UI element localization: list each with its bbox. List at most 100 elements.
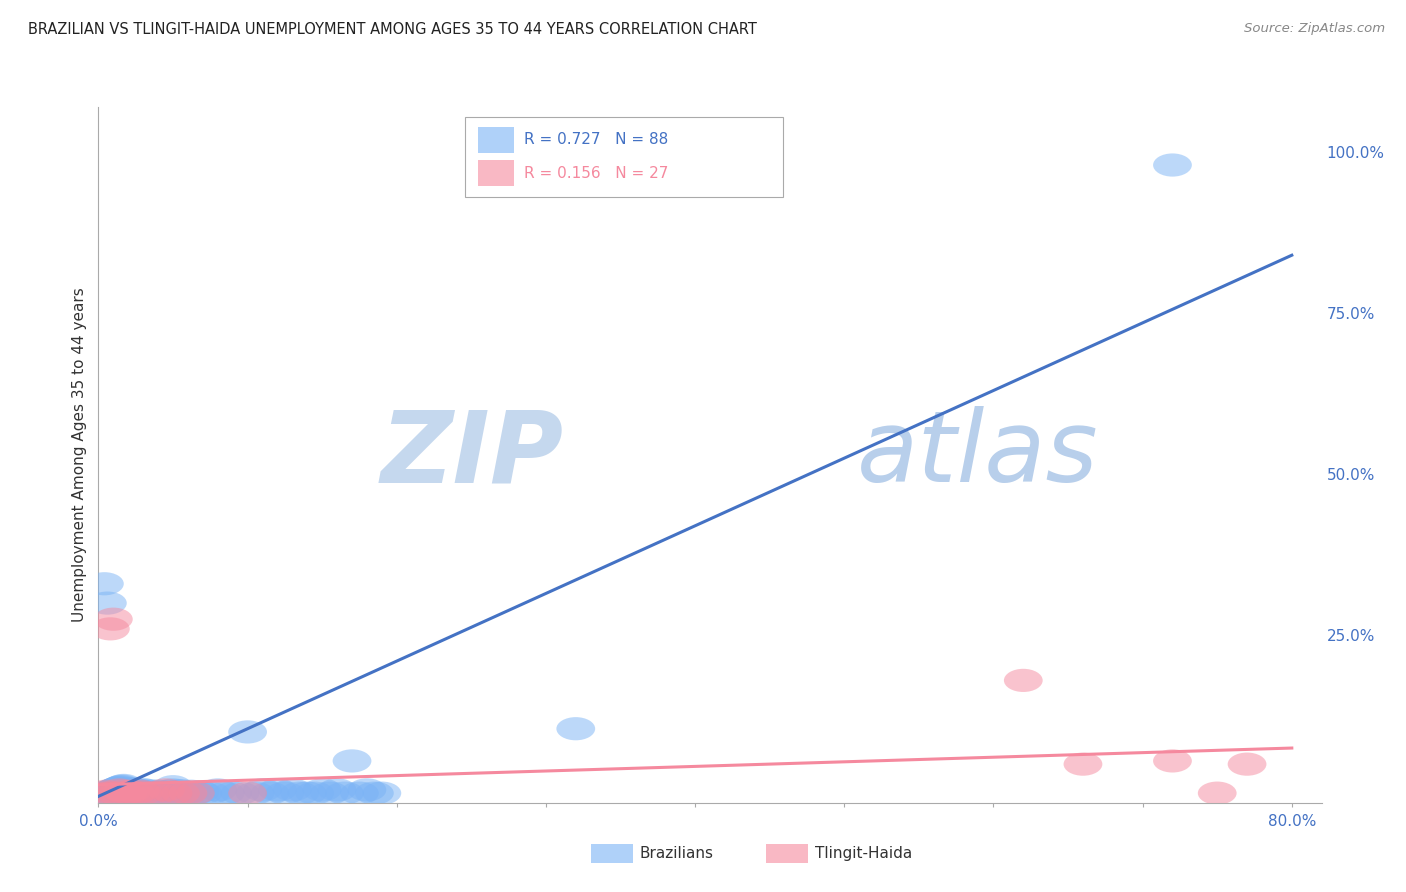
Ellipse shape bbox=[84, 782, 124, 805]
Ellipse shape bbox=[243, 779, 281, 802]
Ellipse shape bbox=[146, 781, 186, 805]
Ellipse shape bbox=[124, 781, 163, 805]
Ellipse shape bbox=[139, 781, 177, 805]
Ellipse shape bbox=[139, 781, 177, 805]
Ellipse shape bbox=[114, 781, 152, 805]
Ellipse shape bbox=[172, 780, 211, 803]
Text: BRAZILIAN VS TLINGIT-HAIDA UNEMPLOYMENT AMONG AGES 35 TO 44 YEARS CORRELATION CH: BRAZILIAN VS TLINGIT-HAIDA UNEMPLOYMENT … bbox=[28, 22, 756, 37]
Ellipse shape bbox=[176, 781, 215, 805]
Y-axis label: Unemployment Among Ages 35 to 44 years: Unemployment Among Ages 35 to 44 years bbox=[72, 287, 87, 623]
Ellipse shape bbox=[100, 779, 139, 802]
Ellipse shape bbox=[153, 775, 193, 798]
Ellipse shape bbox=[169, 780, 207, 804]
Text: R = 0.727   N = 88: R = 0.727 N = 88 bbox=[524, 132, 668, 147]
Ellipse shape bbox=[340, 781, 378, 805]
Ellipse shape bbox=[94, 781, 132, 805]
Ellipse shape bbox=[153, 781, 193, 805]
Ellipse shape bbox=[1153, 749, 1192, 772]
Ellipse shape bbox=[89, 591, 127, 615]
Text: atlas: atlas bbox=[856, 407, 1098, 503]
Ellipse shape bbox=[146, 779, 186, 802]
Ellipse shape bbox=[105, 781, 145, 805]
FancyBboxPatch shape bbox=[478, 127, 515, 153]
Ellipse shape bbox=[180, 780, 219, 804]
Ellipse shape bbox=[101, 781, 141, 805]
Ellipse shape bbox=[139, 780, 177, 803]
Text: R = 0.156   N = 27: R = 0.156 N = 27 bbox=[524, 166, 668, 181]
Ellipse shape bbox=[101, 775, 141, 798]
Ellipse shape bbox=[325, 781, 364, 805]
Ellipse shape bbox=[112, 780, 150, 803]
Ellipse shape bbox=[198, 779, 238, 802]
Ellipse shape bbox=[288, 781, 326, 805]
Ellipse shape bbox=[150, 780, 190, 803]
Ellipse shape bbox=[90, 780, 128, 804]
Ellipse shape bbox=[318, 779, 357, 802]
Ellipse shape bbox=[117, 781, 155, 805]
Ellipse shape bbox=[162, 781, 200, 805]
Ellipse shape bbox=[191, 781, 229, 805]
Ellipse shape bbox=[97, 777, 136, 800]
Ellipse shape bbox=[142, 780, 180, 804]
Ellipse shape bbox=[93, 779, 131, 802]
Text: Tlingit-Haida: Tlingit-Haida bbox=[815, 847, 912, 861]
Ellipse shape bbox=[557, 717, 595, 740]
Ellipse shape bbox=[132, 781, 172, 805]
Ellipse shape bbox=[311, 781, 349, 805]
Text: ZIP: ZIP bbox=[380, 407, 564, 503]
Ellipse shape bbox=[169, 781, 207, 805]
Ellipse shape bbox=[117, 780, 155, 803]
Ellipse shape bbox=[108, 780, 148, 803]
Ellipse shape bbox=[105, 781, 145, 805]
Ellipse shape bbox=[124, 781, 163, 805]
Text: Source: ZipAtlas.com: Source: ZipAtlas.com bbox=[1244, 22, 1385, 36]
Ellipse shape bbox=[302, 779, 342, 802]
Ellipse shape bbox=[115, 780, 153, 804]
Ellipse shape bbox=[228, 721, 267, 744]
Ellipse shape bbox=[104, 773, 143, 797]
Ellipse shape bbox=[136, 780, 174, 804]
Ellipse shape bbox=[100, 776, 139, 799]
Ellipse shape bbox=[131, 781, 170, 805]
Ellipse shape bbox=[94, 607, 132, 631]
Ellipse shape bbox=[347, 779, 387, 802]
Ellipse shape bbox=[122, 778, 162, 801]
Ellipse shape bbox=[266, 781, 304, 805]
Ellipse shape bbox=[295, 781, 335, 805]
Ellipse shape bbox=[214, 781, 252, 805]
Ellipse shape bbox=[121, 780, 160, 803]
Ellipse shape bbox=[103, 774, 142, 797]
Ellipse shape bbox=[1198, 781, 1237, 805]
Ellipse shape bbox=[98, 776, 138, 799]
Ellipse shape bbox=[94, 779, 132, 802]
Ellipse shape bbox=[87, 781, 125, 805]
Ellipse shape bbox=[108, 781, 148, 805]
Text: Brazilians: Brazilians bbox=[640, 847, 714, 861]
Ellipse shape bbox=[280, 781, 319, 805]
FancyBboxPatch shape bbox=[465, 118, 783, 197]
Ellipse shape bbox=[363, 781, 401, 805]
Ellipse shape bbox=[118, 779, 156, 802]
Ellipse shape bbox=[96, 778, 134, 801]
Ellipse shape bbox=[120, 780, 157, 804]
Ellipse shape bbox=[205, 781, 245, 805]
Ellipse shape bbox=[1227, 753, 1267, 776]
Ellipse shape bbox=[1004, 669, 1043, 692]
Ellipse shape bbox=[97, 781, 136, 805]
Ellipse shape bbox=[87, 780, 125, 803]
Ellipse shape bbox=[259, 779, 297, 802]
Ellipse shape bbox=[84, 572, 124, 595]
Ellipse shape bbox=[117, 781, 155, 805]
Ellipse shape bbox=[90, 781, 128, 805]
Ellipse shape bbox=[83, 783, 122, 806]
Ellipse shape bbox=[1153, 153, 1192, 177]
Ellipse shape bbox=[108, 781, 148, 805]
Ellipse shape bbox=[97, 781, 136, 805]
Ellipse shape bbox=[354, 781, 394, 805]
Ellipse shape bbox=[105, 781, 145, 805]
Ellipse shape bbox=[131, 781, 170, 805]
Ellipse shape bbox=[176, 781, 215, 805]
Ellipse shape bbox=[91, 780, 129, 803]
Ellipse shape bbox=[250, 781, 290, 805]
Ellipse shape bbox=[153, 781, 193, 805]
